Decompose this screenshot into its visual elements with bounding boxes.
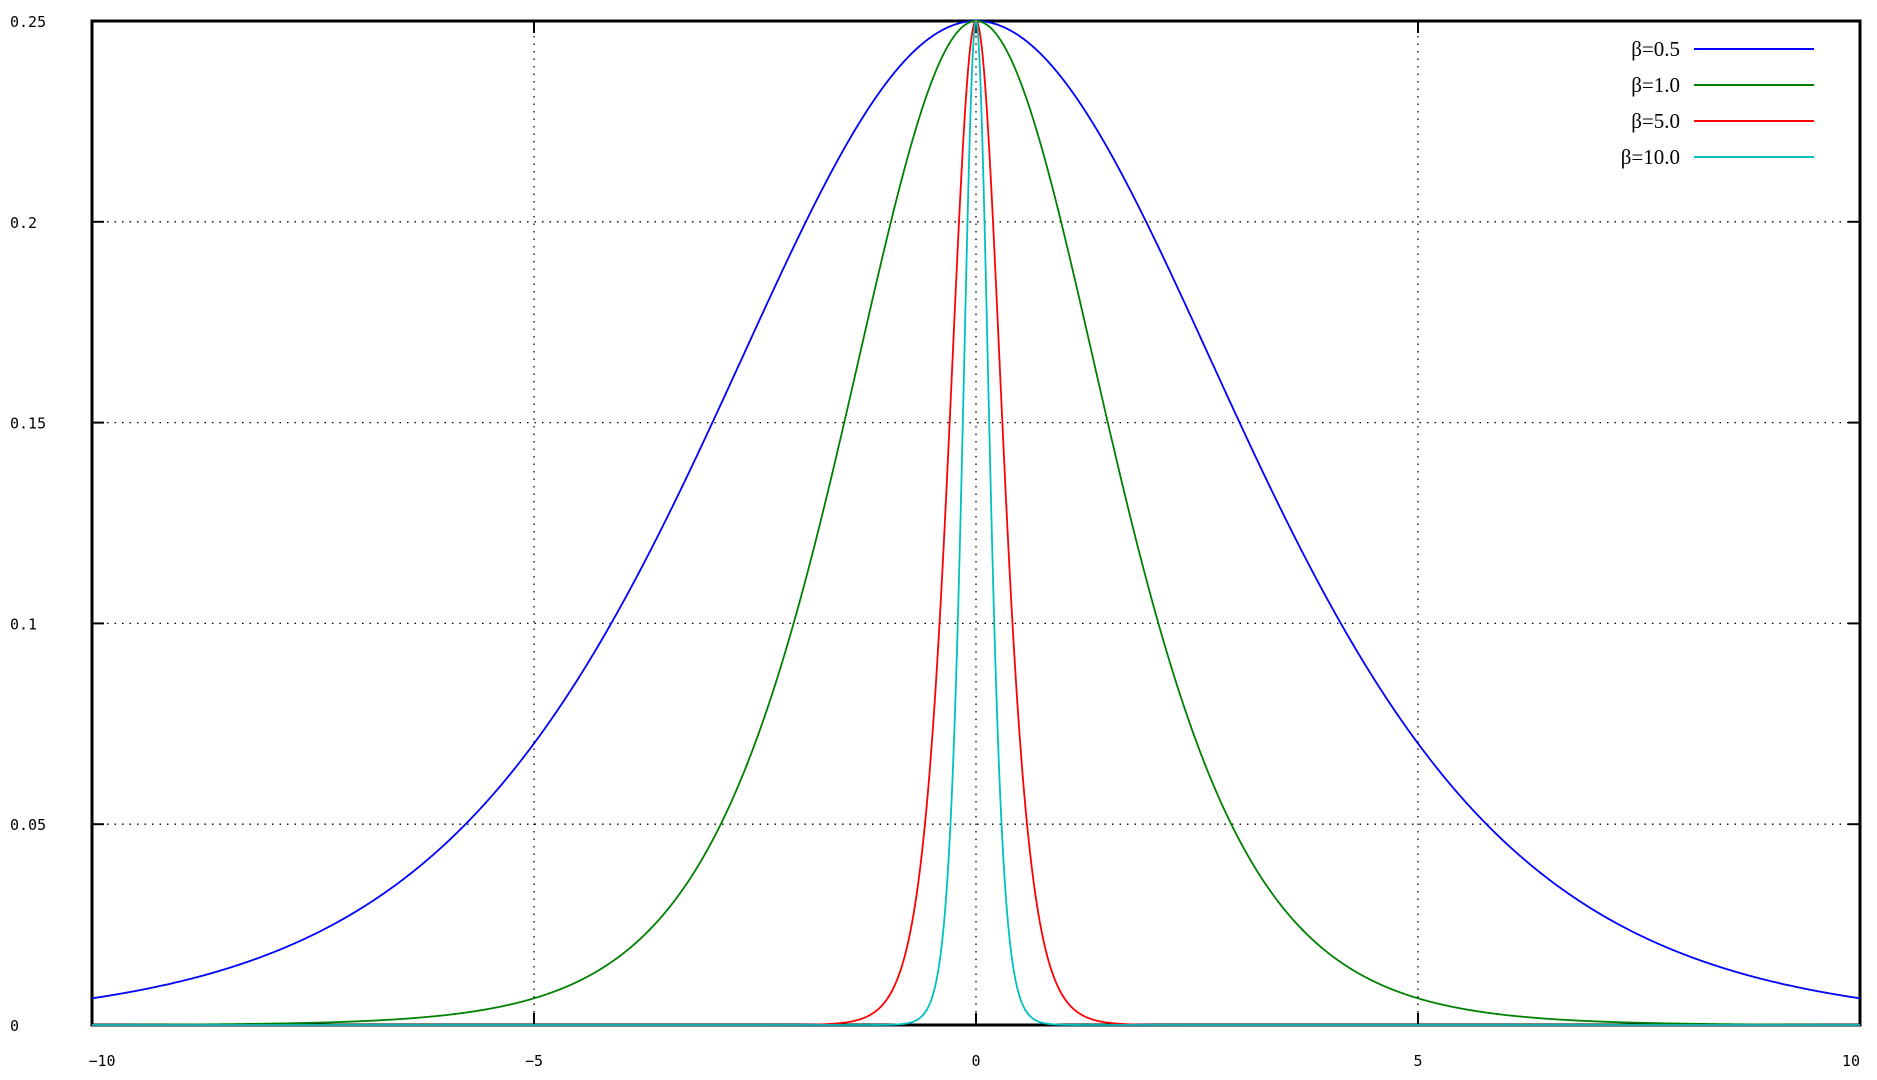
x-tick-label: 0 bbox=[971, 1052, 980, 1070]
x-tick-label: −10 bbox=[88, 1052, 115, 1070]
legend-label: β=10.0 bbox=[1621, 145, 1680, 169]
axes: 0 0.05 0.1 0.15 0.2 0.25 −10 −5 0 5 10 bbox=[10, 13, 1862, 1070]
x-tick-label: −5 bbox=[525, 1052, 543, 1070]
y-tick-label: 0.1 bbox=[10, 615, 37, 633]
grid bbox=[92, 21, 1860, 1025]
series bbox=[91, 17, 1861, 1026]
legend-label: β=1.0 bbox=[1631, 73, 1680, 97]
x-tick-label: 10 bbox=[1842, 1052, 1860, 1070]
y-tick-label: 0.05 bbox=[10, 816, 46, 834]
legend-label: β=0.5 bbox=[1631, 37, 1680, 61]
legend-label: β=5.0 bbox=[1631, 109, 1680, 133]
legend: β=0.5 β=1.0 β=5.0 β=10.0 bbox=[1621, 37, 1814, 169]
x-tick-label: 5 bbox=[1413, 1052, 1422, 1070]
series-line-beta--10-0 bbox=[92, 17, 1860, 1026]
y-tick-label: 0.25 bbox=[10, 13, 46, 31]
y-tick-label: 0.15 bbox=[10, 415, 46, 433]
y-tick-label: 0 bbox=[10, 1017, 19, 1035]
y-tick-label: 0.2 bbox=[10, 214, 37, 232]
